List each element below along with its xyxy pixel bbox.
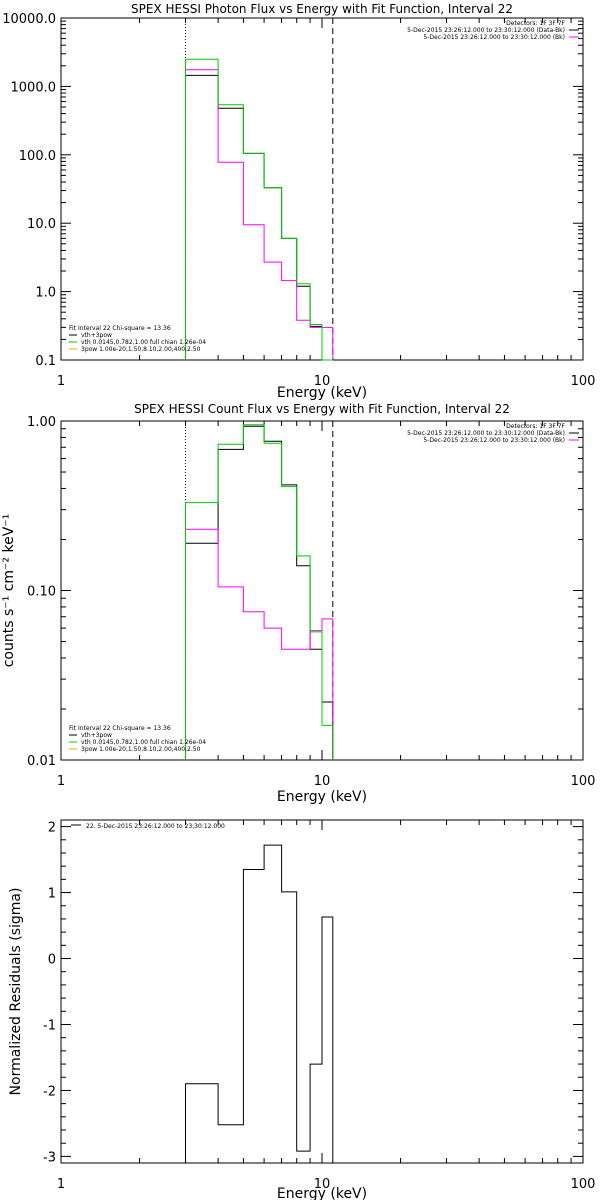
y-tick-label: 0.10: [27, 585, 56, 600]
y-tick-label: 100.0: [19, 149, 56, 164]
series-1-histogram: [185, 425, 334, 760]
legend-entry: 3pow 1.00e-20,1.50,8.10,2.00,400,2.50: [81, 346, 201, 353]
y-axis-label: counts s⁻¹ cm⁻² keV⁻¹: [1, 514, 17, 668]
x-tick-label: 10: [314, 374, 331, 389]
series-1-histogram: [185, 74, 333, 361]
legend-entry: 5-Dec-2015 23:26:12.000 to 23:30:12.000 …: [423, 437, 565, 444]
legend-entry: vth+3pow: [81, 332, 112, 339]
chart-title: SPEX HESSI Photon Flux vs Energy with Fi…: [131, 2, 513, 16]
y-tick-label: 0.1: [35, 354, 56, 369]
y-tick-label: -3: [43, 1150, 56, 1165]
series-3-histogram: [185, 58, 333, 361]
plot-panel-2: SPEX HESSI Count Flux vs Energy with Fit…: [1, 402, 595, 805]
y-tick-label: -1: [43, 1018, 56, 1033]
legend-entry: vth 0.0145,0.782,1.00 full chian 1.26e-0…: [81, 739, 206, 746]
x-tick-label: 1: [57, 374, 65, 389]
chart-title: SPEX HESSI Count Flux vs Energy with Fit…: [134, 402, 510, 416]
y-tick-label: 10.0: [27, 217, 56, 232]
y-tick-label: 1.00: [27, 415, 56, 430]
x-tick-label: 1: [57, 774, 65, 789]
x-tick-label: 10: [314, 1177, 331, 1192]
legend-entry: 5-Dec-2015 23:26:12.000 to 23:30:12.000 …: [407, 430, 565, 437]
y-tick-label: 0.01: [27, 754, 56, 769]
y-axis-label: Normalized Residuals (sigma): [8, 888, 24, 1096]
series-2-histogram: [185, 528, 334, 760]
legend-entry: vth 0.0145,0.782,1.00 full chian 1.26e-0…: [81, 339, 206, 346]
legend-entry: 5-Dec-2015 23:26:12.000 to 23:30:12.000 …: [423, 34, 565, 41]
legend-entry: 3pow 1.00e-20,1.50,8.10,2.00,400,2.50: [81, 746, 201, 753]
legend-entry: vth+3pow: [81, 732, 112, 739]
legend-entry: 5-Dec-2015 23:26:12.000 to 23:30:12.000 …: [407, 27, 565, 34]
x-tick-label: 10: [314, 774, 331, 789]
plot-panel-1: SPEX HESSI Photon Flux vs Energy with Fi…: [2, 2, 595, 401]
x-tick-label: 100: [571, 774, 596, 789]
y-tick-label: 1000.0: [11, 80, 57, 95]
legend-entry: Detectors: 1F 3F 7F: [506, 423, 565, 430]
x-tick-label: 100: [571, 1177, 596, 1192]
x-axis-label: Energy (keV): [277, 385, 367, 401]
plot-panel-3: 1 10 100 -3 -2 -1 0 1 2 Energy (keV) Normalized Re…: [8, 819, 596, 1200]
y-tick-label: 1: [48, 887, 56, 902]
legend-entry: Detectors: 1F 3F 7F: [506, 20, 565, 27]
legend-entry: 22. 5-Dec-2015 23:26:12.000 to 23:30:12.…: [86, 823, 225, 830]
x-tick-label: 100: [571, 374, 596, 389]
plot-frame: [60, 17, 584, 361]
legend-entry: Fit Interval 22 Chi-square = 13.36: [69, 325, 171, 332]
y-tick-label: -2: [43, 1084, 56, 1099]
legend-entry: Fit Interval 22 Chi-square = 13.36: [69, 725, 171, 732]
y-tick-label: 1.0: [35, 286, 56, 301]
x-axis-label: Energy (keV): [277, 789, 367, 805]
x-axis-label: Energy (keV): [277, 1186, 367, 1200]
series-1-histogram: [185, 844, 334, 1163]
x-tick-label: 1: [57, 1177, 65, 1192]
series-2-histogram: [185, 69, 334, 360]
y-tick-label: 10000.0: [2, 12, 56, 27]
y-tick-label: 2: [48, 821, 56, 836]
series-3-histogram: [185, 424, 334, 760]
y-tick-label: 0: [48, 953, 56, 968]
